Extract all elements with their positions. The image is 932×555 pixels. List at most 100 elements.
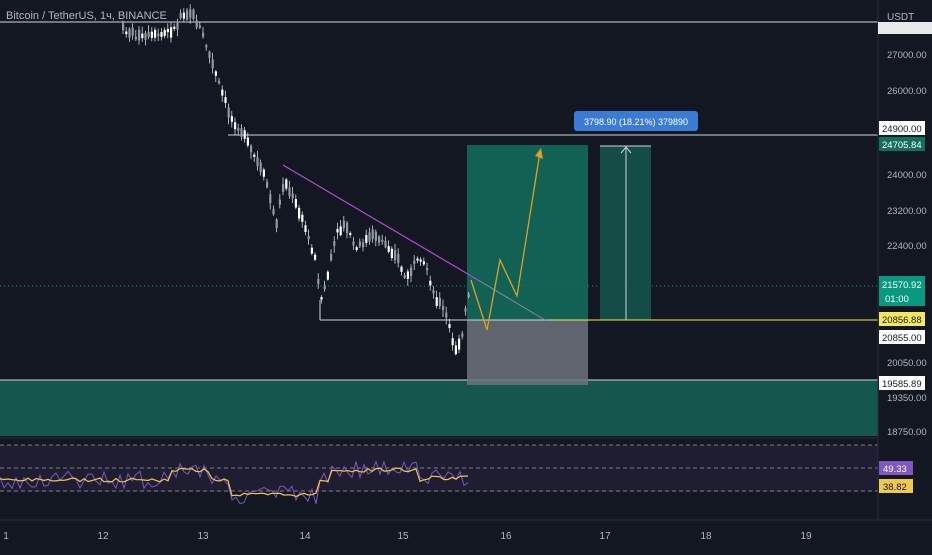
candle <box>419 259 422 262</box>
candle <box>285 179 288 189</box>
countdown-label: 01:00 <box>885 294 909 305</box>
price-label-target: 24705.84 <box>882 140 922 151</box>
candle <box>464 308 467 312</box>
candle <box>355 247 358 250</box>
rsi-band <box>0 445 878 492</box>
candle <box>278 199 281 205</box>
candle <box>243 130 246 139</box>
symbol-title[interactable]: Bitcoin / TetherUS, 1ч, BINANCE <box>6 10 167 22</box>
candle <box>368 232 371 242</box>
candle <box>390 248 393 258</box>
candle <box>317 279 320 285</box>
candle <box>320 297 323 300</box>
candle <box>202 32 205 37</box>
time-tick-label: 19 <box>800 531 812 542</box>
projection-path[interactable] <box>470 151 541 331</box>
candle <box>346 222 349 234</box>
candle <box>227 107 230 118</box>
candle <box>282 184 285 192</box>
price-label-target-box <box>879 137 925 151</box>
candle <box>250 145 253 153</box>
candle <box>301 214 304 222</box>
candle <box>336 228 339 233</box>
stop-price-label-box <box>879 330 925 344</box>
candle <box>224 97 227 103</box>
candle <box>323 285 326 290</box>
candle <box>362 242 365 248</box>
candle <box>262 169 265 177</box>
candle <box>214 71 217 76</box>
candle <box>246 137 249 146</box>
candle <box>400 266 403 272</box>
trendline[interactable] <box>282 164 479 281</box>
candle <box>230 116 233 122</box>
candle <box>166 28 169 33</box>
candle <box>237 128 240 131</box>
tick-label-23200: 23200.00 <box>887 206 927 217</box>
time-tick-label: 18 <box>700 531 712 542</box>
tick-label-18750: 18750.00 <box>887 427 927 438</box>
candle <box>259 162 262 172</box>
candle <box>384 240 387 248</box>
candle <box>442 306 445 311</box>
candle <box>403 275 406 278</box>
candle <box>429 280 432 286</box>
candle <box>413 260 416 264</box>
projection-arrow-head <box>535 148 543 159</box>
candle <box>154 29 157 38</box>
candle <box>179 13 182 19</box>
tick-label-26000: 26000.00 <box>887 86 927 97</box>
tick-label-19350: 19350.00 <box>887 393 927 404</box>
candle <box>374 231 377 241</box>
candle <box>371 229 374 240</box>
candle <box>387 245 390 252</box>
candle <box>208 51 211 58</box>
time-tick-label: 12 <box>97 531 109 542</box>
measure-arrow-head <box>620 146 632 154</box>
candle <box>173 26 176 29</box>
candle <box>253 154 256 157</box>
candle <box>432 290 435 294</box>
tick-label-27000: 27000.00 <box>887 50 927 61</box>
candle <box>192 9 195 20</box>
candle <box>339 226 342 236</box>
stop-zone[interactable] <box>467 320 588 385</box>
candle <box>186 10 189 20</box>
candle <box>394 250 397 261</box>
zone-top-price-label-box <box>879 376 925 390</box>
candle <box>256 157 259 166</box>
candle <box>275 219 278 229</box>
candle <box>294 199 297 208</box>
candle <box>234 122 237 130</box>
support-price-label: 20856.88 <box>882 315 922 326</box>
time-tick-label: 1 <box>3 531 9 542</box>
candle <box>134 36 137 40</box>
candle <box>397 254 400 264</box>
candle <box>458 338 461 350</box>
candle <box>170 27 173 38</box>
support-zone[interactable] <box>0 380 878 436</box>
price-axis[interactable]: USDT 27000.00 26000.00 24900.00 24705.84… <box>877 0 932 520</box>
candle <box>138 29 141 41</box>
candle <box>467 294 470 297</box>
candle <box>198 25 201 28</box>
candle <box>454 345 457 355</box>
candle <box>422 261 425 265</box>
time-tick-label: 17 <box>599 531 611 542</box>
candle <box>307 235 310 240</box>
time-axis[interactable]: 1 12 13 14 15 16 17 18 19 <box>0 519 932 542</box>
rsi-ma-line <box>0 467 469 498</box>
top-price-label-box <box>878 22 932 34</box>
candle <box>365 235 368 243</box>
candle <box>352 241 355 246</box>
candle <box>333 241 336 246</box>
time-tick-label: 13 <box>197 531 209 542</box>
candle <box>195 20 198 28</box>
zone-top-price-label: 19585.89 <box>882 379 922 390</box>
candle <box>144 32 147 40</box>
candle <box>349 232 352 235</box>
candle <box>288 187 291 196</box>
candle <box>218 80 221 84</box>
